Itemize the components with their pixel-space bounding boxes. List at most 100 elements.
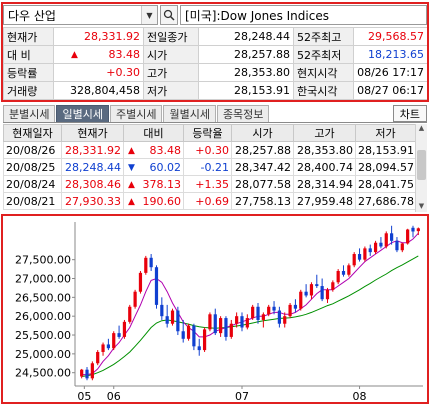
candle: [229, 319, 233, 339]
candle-body: [288, 304, 292, 317]
cell-high: 28,400.74: [293, 158, 356, 176]
vertical-scrollbar[interactable]: ▲ ▼: [415, 124, 427, 212]
candle-body: [138, 272, 143, 292]
daily-prices-panel: 현재일자 현재가 대비 등락율 시가 고가 저가 20/08/26 28,331.92 ▲ 83.…: [3, 124, 427, 212]
cell-low: 28,153.91: [355, 141, 416, 159]
chart-button[interactable]: 차트: [392, 105, 427, 122]
candle-body: [336, 270, 340, 283]
chevron-down-icon[interactable]: ▼: [141, 6, 157, 24]
candle: [309, 282, 314, 300]
y-tick-label: 25,000.00: [15, 348, 71, 361]
scroll-up-icon[interactable]: ▲: [418, 124, 425, 132]
column-header[interactable]: 등락율: [183, 124, 232, 142]
candle-body: [416, 228, 420, 232]
index-name-field: [미국]:Dow Jones Indices: [180, 5, 427, 25]
column-header[interactable]: 저가: [355, 124, 416, 142]
scroll-thumb[interactable]: [417, 150, 426, 180]
cell-pct: -0.21: [183, 158, 232, 176]
quote-value: 28,153.91: [198, 81, 294, 100]
candle-body: [261, 314, 265, 320]
tab-5[interactable]: 종목정보: [216, 105, 270, 122]
candle-body: [347, 265, 351, 275]
column-header[interactable]: 고가: [293, 124, 356, 142]
candle: [128, 304, 132, 324]
candle: [416, 227, 420, 236]
column-header[interactable]: 현재일자: [3, 124, 62, 142]
candle-body: [181, 331, 185, 339]
cell-chg: ▼ 60.02: [123, 158, 184, 176]
table-row[interactable]: 20/08/25 28,248.44 ▼ 60.02 -0.21 28,347.42 28,…: [3, 158, 416, 176]
candle: [368, 244, 372, 256]
ma-short-line: [81, 232, 419, 376]
candle: [363, 246, 367, 262]
quote-label: 52주최고: [293, 27, 354, 46]
symbol-select[interactable]: 다우 산업 ▼: [3, 5, 158, 25]
candle-body: [267, 306, 271, 315]
candle: [272, 301, 276, 315]
cell-date: 20/08/26: [3, 141, 62, 159]
cell-pct: +1.35: [183, 175, 232, 193]
table-row[interactable]: 20/08/26 28,331.92 ▲ 83.48 +0.30 28,257.88 28,…: [3, 141, 416, 159]
candle: [277, 306, 281, 328]
toolbar: 다우 산업 ▼ [미국]:Dow Jones Indices: [3, 4, 427, 26]
quote-value: 08/27 06:17: [353, 81, 428, 100]
candle: [138, 270, 143, 294]
candle: [197, 338, 201, 356]
quote-row: 현재가 28,331.92 전일종가 28,248.44 52주최고 29,568.57: [3, 27, 428, 46]
candle: [85, 367, 89, 381]
quote-value: +0.30: [53, 63, 144, 82]
search-button[interactable]: [160, 5, 178, 25]
candle-body: [80, 369, 84, 377]
tab-3[interactable]: 주별시세: [109, 105, 163, 122]
x-tick-label: 05: [77, 390, 91, 402]
change-value: 60.02: [149, 160, 182, 174]
cell-open: 27,758.13: [231, 192, 294, 210]
quote-label: 시가: [143, 45, 199, 64]
candle: [395, 237, 399, 253]
column-header[interactable]: 대비: [123, 124, 184, 142]
candle: [192, 323, 196, 351]
scroll-down-icon[interactable]: ▼: [418, 202, 425, 210]
candle-body: [170, 310, 175, 324]
column-header[interactable]: 현재가: [61, 124, 124, 142]
candle: [357, 248, 362, 262]
table-row[interactable]: 20/08/24 28,308.46 ▲ 378.13 +1.35 28,077.58 28…: [3, 175, 416, 193]
candle: [96, 350, 100, 366]
candle-body: [192, 325, 196, 347]
table-row[interactable]: 20/08/21 27,930.33 ▲ 190.60 +0.69 27,758.13 27…: [3, 192, 416, 210]
candle-body: [112, 333, 116, 349]
y-tick-label: 27,000.00: [15, 273, 71, 286]
candle: [325, 287, 330, 303]
candle: [390, 225, 394, 245]
candle-body: [117, 333, 121, 337]
candle-body: [390, 233, 394, 241]
candle-body: [160, 304, 164, 317]
candle-body: [154, 267, 159, 305]
candle-body: [229, 323, 233, 337]
candle-body: [277, 310, 281, 324]
candle: [224, 316, 228, 341]
candle-body: [133, 291, 137, 307]
column-header[interactable]: 시가: [231, 124, 294, 142]
up-arrow-icon: ▲: [128, 196, 135, 207]
tab-1[interactable]: 분별시세: [3, 105, 56, 122]
quote-label: 전일종가: [143, 27, 199, 46]
candle-body: [208, 314, 212, 330]
candle-body: [96, 351, 100, 364]
candle-body: [283, 316, 287, 324]
candle-body: [245, 318, 249, 328]
candle: [165, 304, 169, 328]
up-arrow-icon: ▲: [128, 179, 135, 190]
change-value: 83.48: [149, 143, 182, 157]
candle: [144, 255, 148, 275]
tab-4[interactable]: 월별시세: [163, 105, 216, 122]
tab-2[interactable]: 일별시세: [56, 105, 109, 122]
candle-body: [144, 257, 148, 273]
candle-body: [240, 316, 244, 328]
candle-body: [219, 318, 223, 334]
candle: [208, 312, 212, 332]
candle: [320, 278, 324, 302]
cell-date: 20/08/24: [3, 175, 62, 193]
candle: [240, 312, 244, 332]
candle: [267, 304, 271, 317]
